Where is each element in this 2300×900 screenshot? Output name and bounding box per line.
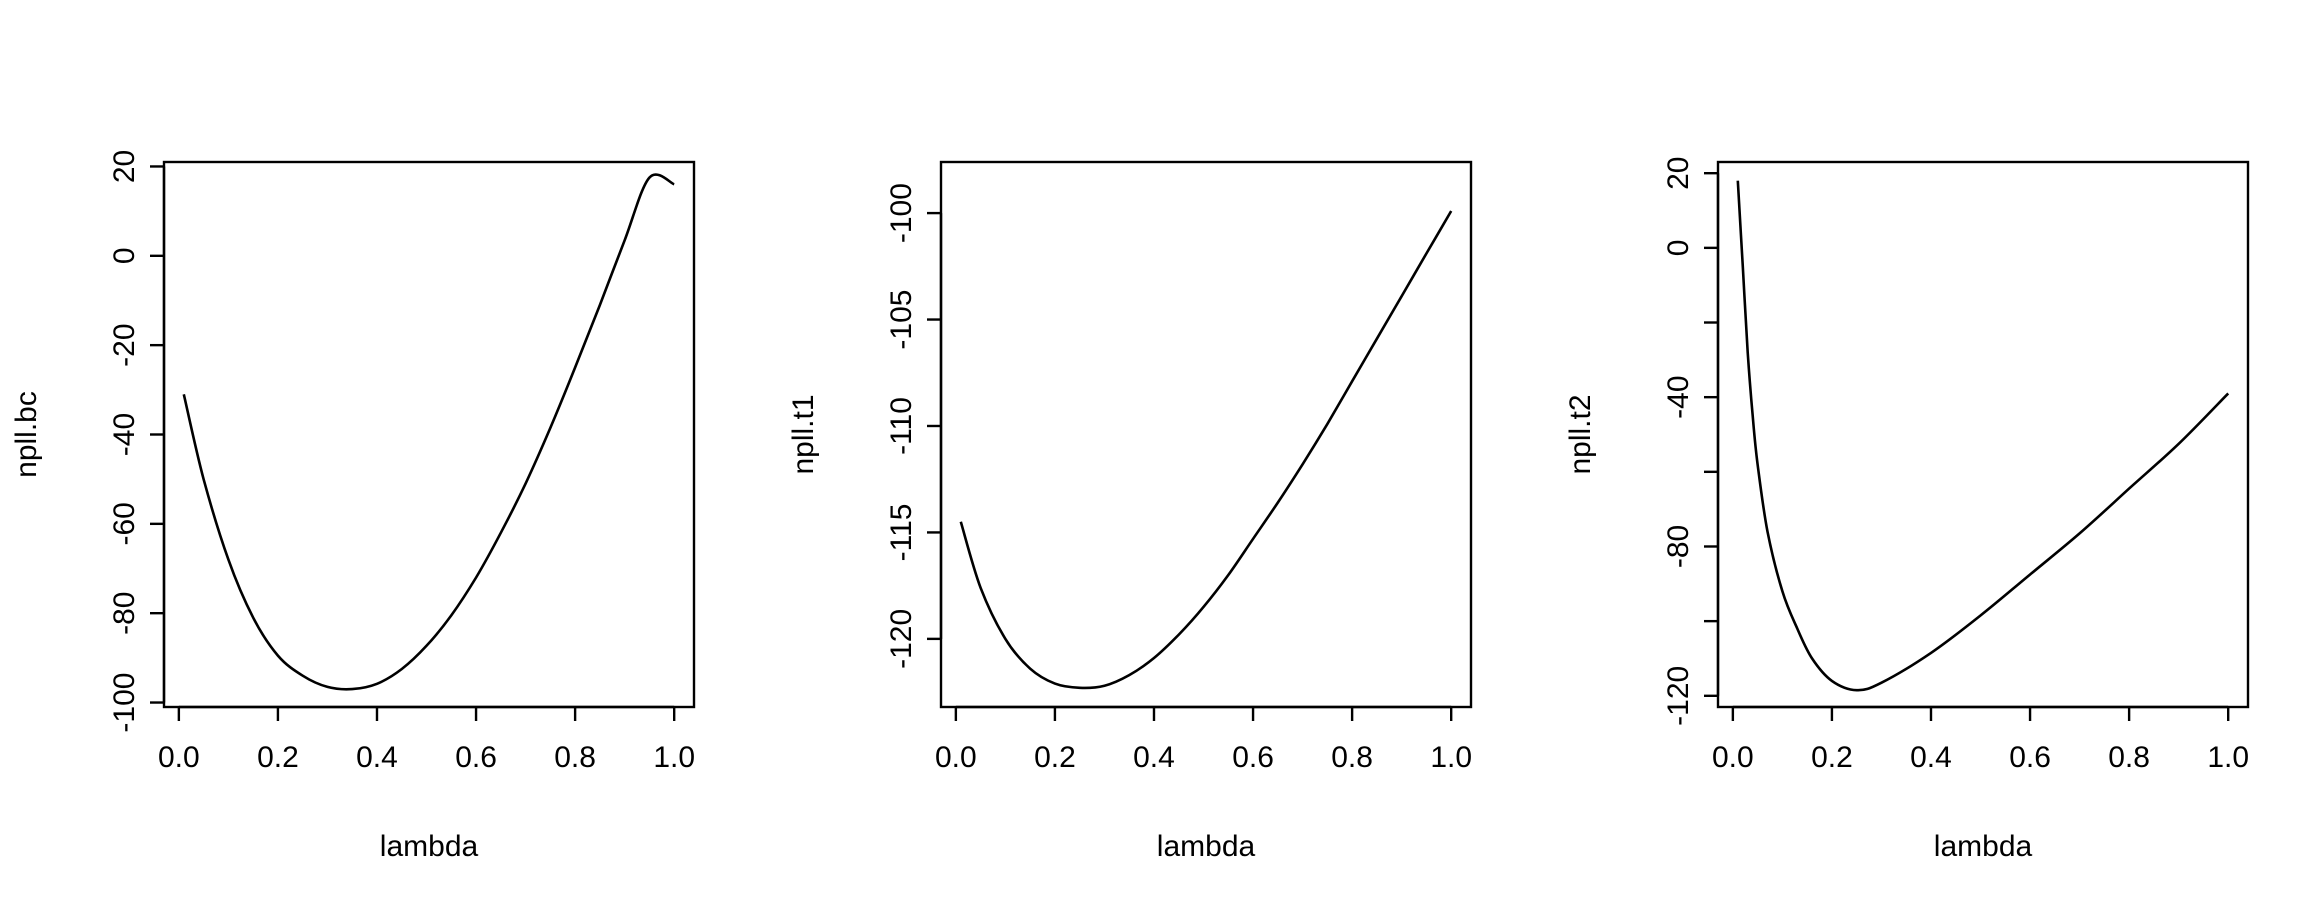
y-tick-label: -80 bbox=[108, 592, 141, 635]
y-tick-label: -40 bbox=[108, 413, 141, 456]
y-tick-label: -120 bbox=[1662, 666, 1695, 726]
y-tick-label: -120 bbox=[885, 609, 918, 669]
x-axis-label: lambda bbox=[1157, 830, 1256, 863]
x-tick-label: 0.2 bbox=[1811, 741, 1853, 774]
y-tick-label: -80 bbox=[1662, 525, 1695, 568]
y-axis-label: npll.t2 bbox=[1564, 394, 1597, 474]
y-axis-label: npll.t1 bbox=[787, 394, 820, 474]
x-axis-label: lambda bbox=[380, 830, 479, 863]
x-tick-label: 0.0 bbox=[935, 741, 977, 774]
x-axis: 0.0 0.2 0.4 0.6 0.8 1.0 bbox=[158, 705, 695, 774]
y-axis: -120 -115 -110 -105 -100 bbox=[885, 183, 943, 669]
y-tick-label: -40 bbox=[1662, 375, 1695, 418]
x-tick-label: 0.4 bbox=[1910, 741, 1952, 774]
y-tick-label: 20 bbox=[1662, 157, 1695, 190]
y-tick-label: -110 bbox=[885, 397, 918, 455]
panel-2: 0.0 0.2 0.4 0.6 0.8 1.0 -120 -115 -110 -105 -100 la… bbox=[787, 160, 1473, 863]
y-tick-label: -100 bbox=[885, 183, 918, 243]
y-axis: -100 -80 -60 -40 -20 0 20 bbox=[108, 150, 166, 733]
y-axis-label: npll.bc bbox=[10, 391, 43, 478]
x-axis: 0.0 0.2 0.4 0.6 0.8 1.0 bbox=[935, 705, 1472, 774]
x-tick-label: 1.0 bbox=[1430, 741, 1472, 774]
x-axis: 0.0 0.2 0.4 0.6 0.8 1.0 bbox=[1712, 705, 2249, 774]
x-tick-label: 0.0 bbox=[158, 741, 200, 774]
x-axis-label: lambda bbox=[1934, 830, 2033, 863]
x-tick-label: 0.2 bbox=[257, 741, 299, 774]
panel-3: 0.0 0.2 0.4 0.6 0.8 1.0 -120 -80 -40 0 20 lambda npl… bbox=[1564, 157, 2250, 863]
y-tick-label: 0 bbox=[108, 247, 141, 264]
y-tick-label: -60 bbox=[108, 502, 141, 545]
x-tick-label: 1.0 bbox=[653, 741, 695, 774]
x-tick-label: 0.6 bbox=[2009, 741, 2051, 774]
y-axis: -120 -80 -40 0 20 bbox=[1662, 157, 1720, 726]
y-tick-label: -105 bbox=[885, 290, 918, 350]
x-tick-label: 0.6 bbox=[455, 741, 497, 774]
y-tick-label: -115 bbox=[885, 504, 918, 562]
x-tick-label: 0.0 bbox=[1712, 741, 1754, 774]
x-tick-label: 0.8 bbox=[554, 741, 596, 774]
series-line bbox=[182, 173, 675, 691]
x-tick-label: 0.4 bbox=[356, 741, 398, 774]
panel-1: 0.0 0.2 0.4 0.6 0.8 1.0 -100 -80 -60 -40 -20 0 20 lam… bbox=[10, 150, 696, 863]
y-tick-label: 0 bbox=[1662, 240, 1695, 257]
x-tick-label: 1.0 bbox=[2207, 741, 2249, 774]
x-tick-label: 0.8 bbox=[2108, 741, 2150, 774]
x-tick-label: 0.6 bbox=[1232, 741, 1274, 774]
series-line bbox=[1736, 180, 2230, 692]
series-line bbox=[959, 210, 1453, 690]
x-tick-label: 0.4 bbox=[1133, 741, 1175, 774]
x-tick-label: 0.8 bbox=[1331, 741, 1373, 774]
y-tick-label: -20 bbox=[108, 323, 141, 366]
y-tick-label: 20 bbox=[108, 150, 141, 183]
y-tick-label: -100 bbox=[108, 673, 141, 733]
x-tick-label: 0.2 bbox=[1034, 741, 1076, 774]
